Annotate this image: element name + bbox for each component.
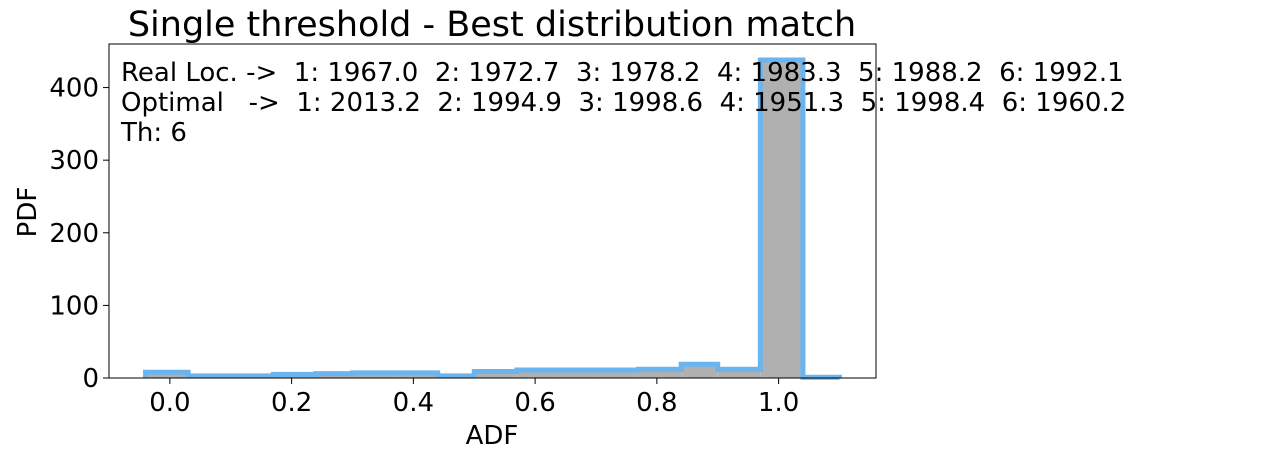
y-tick-label-2: 200 <box>49 219 99 249</box>
bar-0 <box>145 373 189 378</box>
y-tick-label-0: 0 <box>82 364 99 394</box>
x-tick-label-1: 0.2 <box>271 388 312 418</box>
bar-13 <box>681 365 718 378</box>
y-tick-label-1: 100 <box>49 291 99 321</box>
x-tick-label-5: 1.0 <box>758 388 799 418</box>
x-tick-label-4: 0.8 <box>636 388 677 418</box>
bar-6 <box>395 372 438 378</box>
annotations: Real Loc. -> 1: 1967.0 2: 1972.7 3: 1978… <box>120 58 1126 148</box>
bar-12 <box>638 371 682 378</box>
x-axis-label: ADF <box>466 421 519 451</box>
bar-11 <box>595 372 639 378</box>
y-tick-label-3: 300 <box>49 146 99 176</box>
annotation-line-1: Optimal -> 1: 2013.2 2: 1994.9 3: 1998.6… <box>121 88 1126 118</box>
chart-title: Single threshold - Best distribution mat… <box>128 5 856 45</box>
plot-frame <box>108 43 877 379</box>
annotation-line-2: Th: 6 <box>120 118 187 148</box>
step-line <box>143 57 842 380</box>
y-tick-label-4: 400 <box>49 74 99 104</box>
bar-15 <box>760 59 803 379</box>
y-axis-ticks: 0 100 200 300 400 <box>49 74 109 394</box>
filled-histogram-layer <box>145 59 840 379</box>
x-tick-label-2: 0.4 <box>393 388 434 418</box>
bar-8 <box>474 372 517 378</box>
x-tick-label-0: 0.0 <box>149 388 190 418</box>
bar-4 <box>315 374 353 378</box>
x-axis-ticks: 0.0 0.2 0.4 0.6 0.8 1.0 <box>149 378 799 418</box>
y-axis-label: PDF <box>13 187 43 238</box>
annotation-line-0: Real Loc. -> 1: 1967.0 2: 1972.7 3: 1978… <box>121 58 1124 88</box>
bar-10 <box>559 371 596 378</box>
step-histogram-layer <box>143 57 842 380</box>
bar-9 <box>516 371 560 378</box>
x-tick-label-3: 0.6 <box>514 388 555 418</box>
bar-14 <box>717 370 761 378</box>
